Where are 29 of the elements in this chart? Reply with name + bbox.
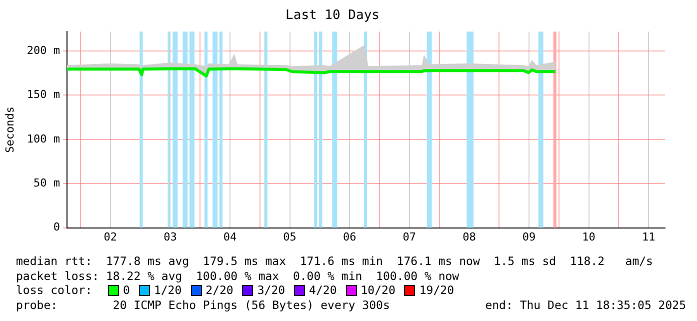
y-axis-title: Seconds: [3, 106, 16, 153]
text: median rtt: 177.8 ms avg 179.5 ms max 171.6 ms min 176.1 ms now 1.5 ms sd 118.2 am/s: [16, 254, 653, 268]
y-tick-label: 100 m: [26, 132, 60, 146]
x-tick-label: 06: [342, 230, 356, 244]
y-tick-label: 50 m: [34, 176, 60, 190]
text: packet loss: 18.22 % avg 100.00 % max 0.00 % min 100.00 % now: [16, 268, 460, 283]
y-tick-label: 150 m: [26, 88, 60, 102]
y-tick-label: 0: [53, 220, 60, 234]
text: 4/20: [309, 283, 337, 298]
text: end: Thu Dec 11 18:35:05 2025: [485, 298, 686, 312]
y-tick-label: 200 m: [26, 44, 60, 57]
text: 19/20: [419, 283, 454, 298]
text: 10/20: [360, 283, 396, 298]
x-tick-label: 08: [462, 230, 476, 244]
text: 0: [123, 283, 130, 298]
x-tick-label: 07: [402, 230, 416, 244]
x-tick-label: 11: [642, 230, 656, 244]
x-tick-label: 10: [582, 230, 596, 244]
text: probe: 20 ICMP Echo Pings (56 Bytes) every 300s: [16, 298, 390, 312]
chart-title: Last 10 Days: [286, 8, 380, 24]
x-tick-label: 09: [522, 230, 536, 244]
text: loss color:: [16, 283, 94, 298]
x-tick-label: 05: [283, 230, 296, 244]
text: 1/20: [154, 283, 182, 298]
x-tick-label: 02: [104, 230, 118, 244]
x-tick-label: 04: [223, 230, 237, 244]
text: 3/20: [257, 283, 286, 298]
text: 2/20: [206, 283, 234, 298]
x-tick-label: 03: [164, 230, 177, 244]
